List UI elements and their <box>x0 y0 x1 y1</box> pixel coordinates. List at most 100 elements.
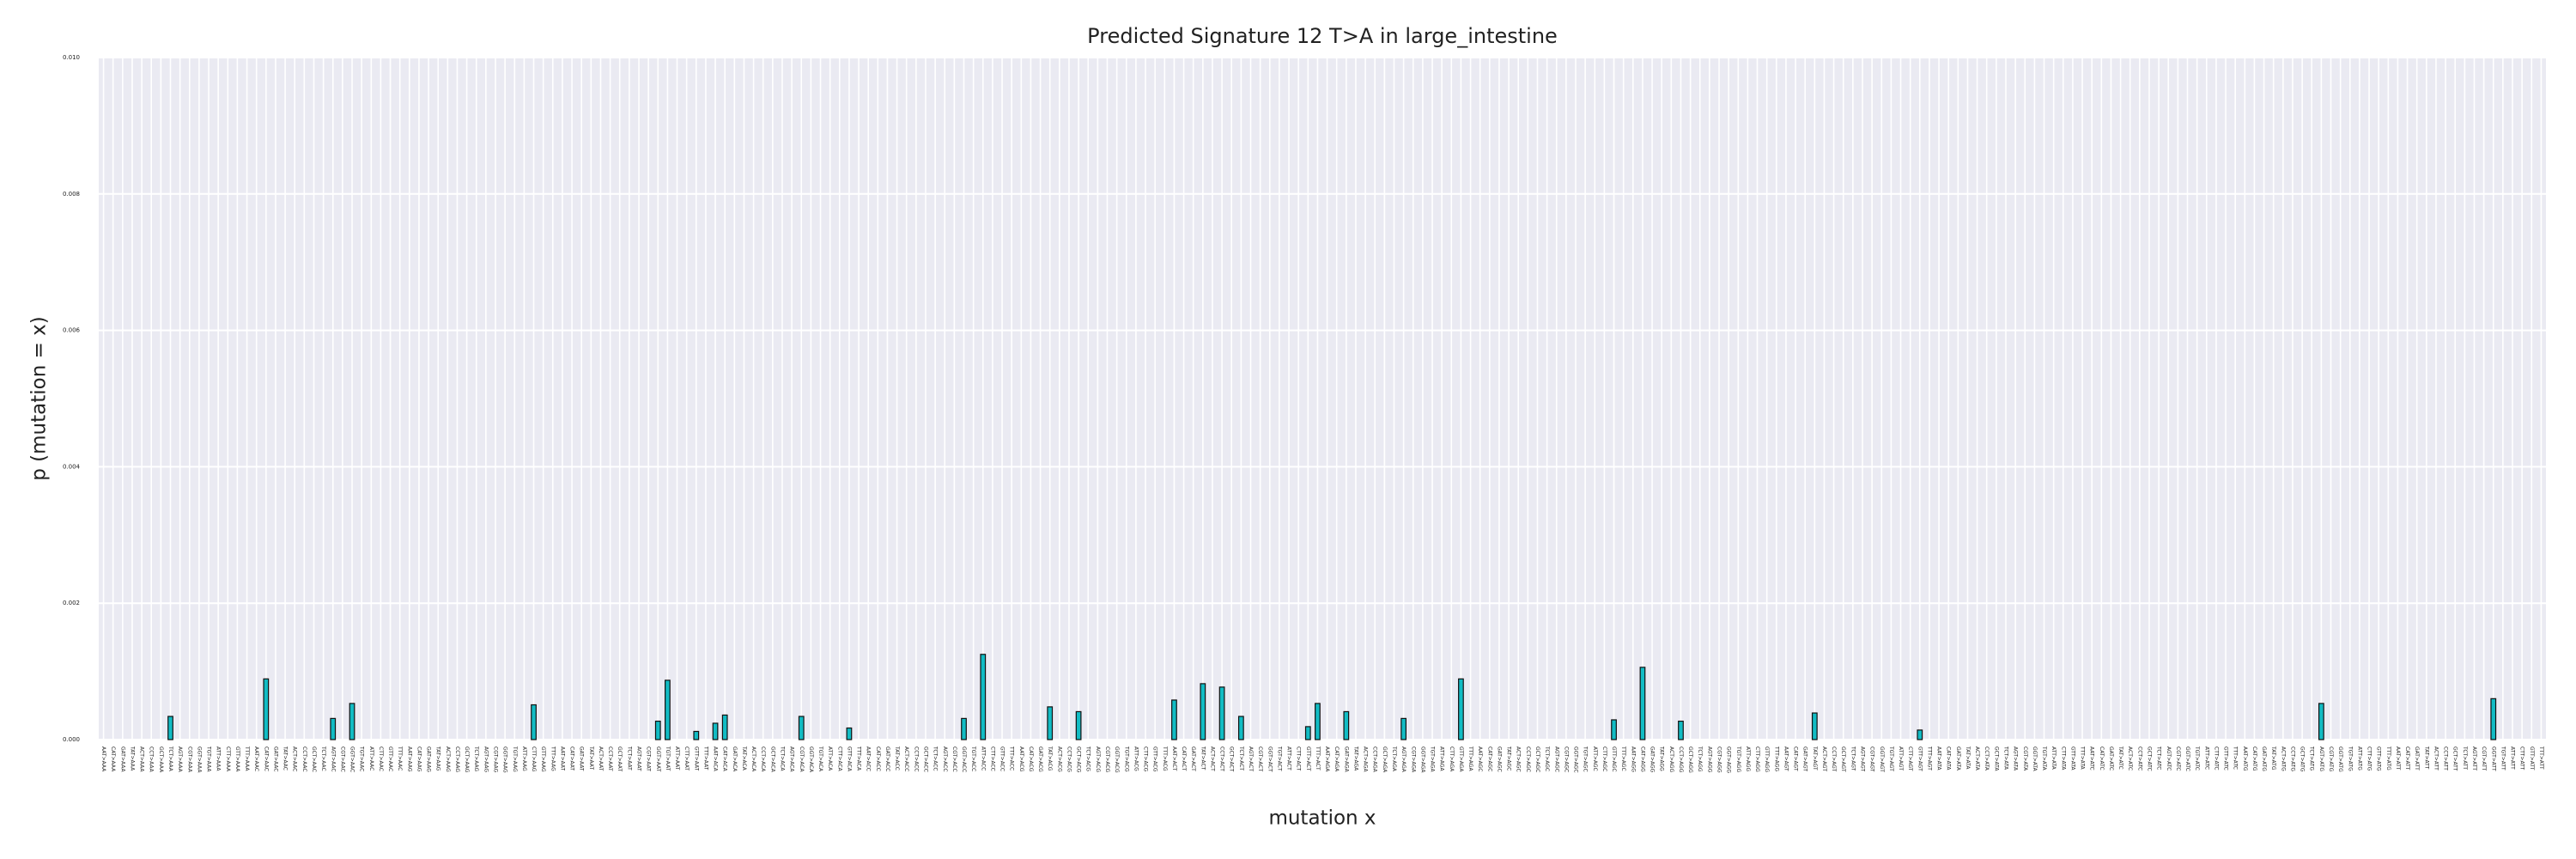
x-tick-label: CGT>AGC <box>1563 746 1569 772</box>
x-tick-label: TAT>ATT <box>2423 746 2429 770</box>
x-tick-label: GGT>ATT <box>2490 746 2496 771</box>
x-tick-label: CGT>ACT <box>1257 746 1263 772</box>
x-tick-label: GGT>ATG <box>2337 746 2343 772</box>
x-tick-label: ATT>AAT <box>674 746 680 771</box>
x-tick-label: CGT>ATA <box>2022 746 2028 771</box>
x-tick-label: ATT>AGG <box>1745 746 1751 772</box>
x-tick-label: TCT>ATC <box>2156 746 2162 770</box>
x-tick-label: AGT>ATA <box>2013 746 2019 771</box>
x-tick-label: TGT>AGT <box>1888 746 1894 771</box>
x-tick-label: CCT>ATT <box>2443 746 2449 771</box>
x-tick-label: GCT>ATA <box>1993 746 1999 771</box>
x-tick-label: AAT>ATA <box>1936 746 1942 771</box>
x-tick-label: TGT>AAC <box>359 746 365 771</box>
bar <box>693 730 700 740</box>
x-tick-label: CTT>AAC <box>378 746 384 771</box>
x-tick-label: AGT>ACG <box>1095 746 1101 772</box>
x-tick-label: TGT>ACG <box>1123 746 1129 772</box>
x-tick-label: GGT>AGC <box>1573 746 1579 773</box>
x-tick-label: TCT>ACC <box>933 746 939 771</box>
x-tick-label: CGT>AAC <box>339 746 345 772</box>
x-tick-label: GAT>ACG <box>1037 746 1043 772</box>
x-tick-label: CGT>ATC <box>2175 746 2181 771</box>
bar <box>1458 678 1464 740</box>
x-tick-label: CCT>AAG <box>454 746 460 772</box>
x-tick-label: ACT>ATG <box>2280 746 2286 771</box>
x-tick-label: GAT>AGT <box>1802 746 1808 771</box>
x-tick-label: TGT>ATA <box>2041 746 2047 771</box>
x-tick-label: CCT>AGG <box>1678 746 1684 773</box>
x-tick-label: TAT>AGT <box>1812 746 1818 771</box>
x-tick-label: TTT>ATC <box>2233 746 2239 770</box>
x-tick-label: ACT>AAT <box>598 746 604 771</box>
x-tick-label: TCT>ATG <box>2309 746 2315 771</box>
x-tick-label: GCT>AGT <box>1840 746 1846 772</box>
bar <box>1811 712 1818 740</box>
x-tick-label: GGT>AAT <box>655 746 661 772</box>
x-tick-label: ATT>ATA <box>2050 746 2057 771</box>
x-tick-label: CCT>AGA <box>1372 746 1378 773</box>
x-tick-label: ACT>ACA <box>750 746 756 772</box>
y-tick-label: 0.002 <box>63 600 80 606</box>
x-tick-label: GAT>AGC <box>1496 746 1502 772</box>
bar <box>2490 698 2497 740</box>
bar <box>1678 720 1684 740</box>
x-tick-label: TTT>ATT <box>2538 746 2544 770</box>
x-tick-label: TTT>ATA <box>2080 746 2086 771</box>
x-tick-label: TTT>ACA <box>856 746 862 771</box>
x-tick-label: GCT>ACC <box>922 746 928 772</box>
x-tick-label: TAT>AAG <box>435 746 441 771</box>
x-tick-label: GGT>AGT <box>1879 746 1885 772</box>
x-tick-label: GTT>ATA <box>2069 746 2075 771</box>
x-tick-label: ACT>AAC <box>292 746 298 771</box>
x-tick-label: GTT>AAA <box>234 746 240 772</box>
x-tick-label: AAT>AGC <box>1477 746 1483 771</box>
x-tick-label: GTT>AAT <box>693 746 699 771</box>
x-tick-label: AAT>ACC <box>866 746 872 771</box>
x-tick-label: TCT>ACG <box>1085 746 1091 771</box>
x-tick-label: ATT>AGT <box>1898 746 1904 771</box>
x-tick-label: AAT>ATT <box>2395 746 2401 771</box>
x-tick-label: ACT>AGG <box>1668 746 1674 773</box>
y-tick-label: 0.000 <box>63 736 80 743</box>
x-tick-label: TAT>ACC <box>894 746 900 771</box>
x-tick-label: CAT>AAG <box>416 746 422 772</box>
x-tick-label: ACT>ATC <box>2127 746 2133 771</box>
x-tick-label: ACT>ATA <box>1974 746 1980 771</box>
x-tick-label: GTT>AAC <box>387 746 393 771</box>
x-tick-label: CCT>AGT <box>1831 746 1837 772</box>
x-tick-label: CAT>ATT <box>2404 746 2410 771</box>
x-tick-label: AGT>AAA <box>177 746 183 773</box>
x-tick-label: TAT>AGG <box>1659 746 1665 771</box>
x-tick-label: GTT>ACC <box>999 746 1005 771</box>
x-tick-label: GAT>ATA <box>1955 746 1961 771</box>
x-tick-label: CTT>AGC <box>1601 746 1607 771</box>
x-tick-label: CGT>AAG <box>493 746 499 773</box>
x-tick-label: TTT>AAT <box>702 746 708 771</box>
x-tick-label: ACT>ATT <box>2433 746 2439 771</box>
chart-title: Predicted Signature 12 T>A in large_inte… <box>1087 24 1558 48</box>
x-tick-label: CTT>ATG <box>2366 746 2372 771</box>
x-tick-label: CGT>AAA <box>186 746 192 773</box>
x-tick-label: CGT>AGG <box>1716 746 1722 773</box>
x-tick-label: ATT>ATT <box>2510 746 2516 770</box>
x-tick-label: ATT>AAG <box>521 746 527 771</box>
x-tick-label: TAT>ATC <box>2117 746 2123 770</box>
x-tick-label: CCT>AGC <box>1525 746 1531 772</box>
x-tick-label: AAT>AAG <box>406 746 412 772</box>
x-tick-label: CAT>AGC <box>1486 746 1492 771</box>
x-tick-label: ACT>ACT <box>1209 746 1215 771</box>
x-tick-label: GGT>ACC <box>961 746 967 772</box>
x-tick-label: TGT>ACC <box>970 746 976 771</box>
x-tick-label: CAT>ACA <box>722 746 728 772</box>
bar <box>531 704 537 740</box>
x-tick-label: TGT>AGC <box>1583 746 1589 772</box>
x-tick-label: CGT>ATG <box>2328 746 2334 772</box>
x-tick-label: TCT>AAG <box>473 746 479 771</box>
x-tick-label: CGT>AGA <box>1410 746 1416 773</box>
x-tick-label: GCT>ACG <box>1076 746 1082 773</box>
x-tick-label: TTT>ATG <box>2385 746 2391 771</box>
x-tick-label: TGT>AAA <box>206 746 212 772</box>
x-tick-label: ATT>ATG <box>2356 746 2362 771</box>
